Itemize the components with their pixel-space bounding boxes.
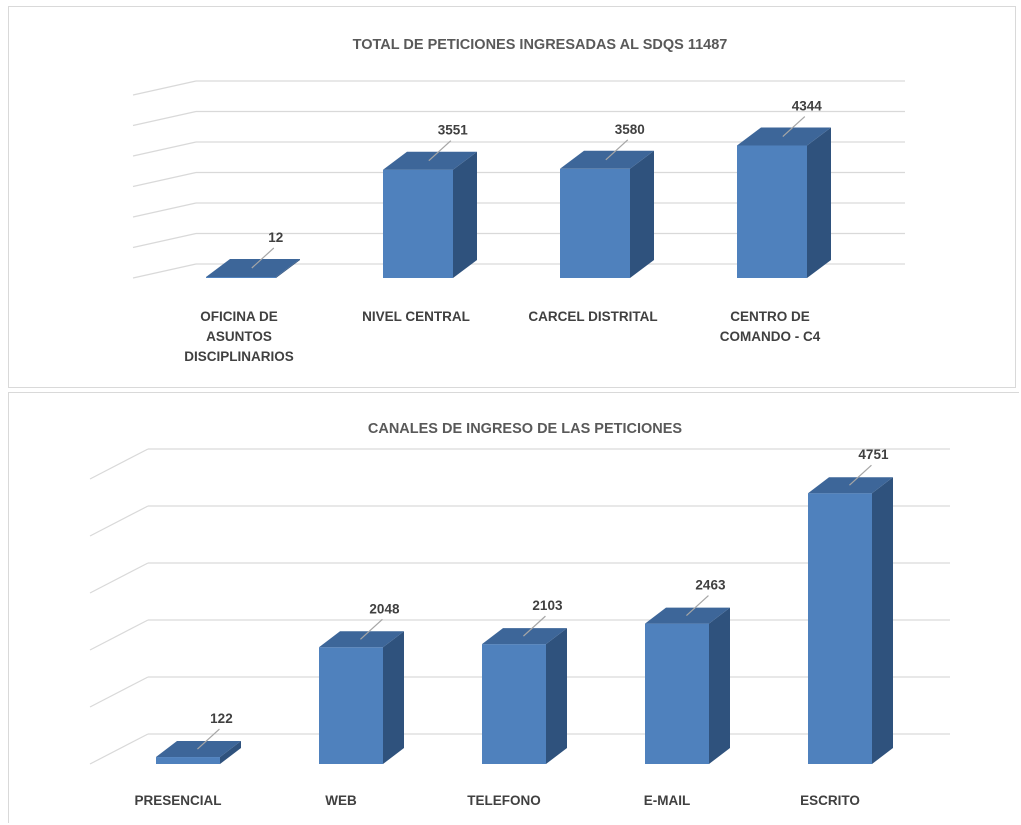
gridline-side [132,80,197,96]
category-label-line: CARCEL DISTRITAL [528,309,657,324]
bar-top [482,628,567,645]
category-label-line: NIVEL CENTRAL [362,309,470,324]
chart-peticiones-total: 12 OFICINA DE ASUNTOS DISCIPLINARIOS 3551 NIV… [132,80,905,364]
category-label-line: E-MAIL [644,793,691,808]
bar-side [383,631,404,764]
bar-1: 12 [206,230,300,278]
gridline-side [89,505,149,537]
bar-front [737,145,807,278]
bar-front [383,169,453,278]
category-label: ESCRITO [800,793,860,808]
gridline-side [132,263,197,279]
category-label: TELEFONO [467,793,541,808]
leader-line [686,595,709,617]
category-label-line: OFICINA DE [200,309,278,324]
bar-top [808,477,893,494]
bar-3: 3580 [560,122,654,278]
gridline-side [89,448,149,480]
bar-side [220,741,241,764]
bar-front [482,644,546,764]
bar-3: 2103 [482,598,567,764]
data-label: 4751 [858,447,889,462]
category-label-line: COMANDO - C4 [720,329,821,344]
leader-line [197,728,220,750]
category-label: PRESENCIAL [134,793,221,808]
bar-top [319,631,404,648]
category-label-line: WEB [325,793,357,808]
bar-1: 122 [156,711,241,764]
category-label: NIVEL CENTRAL [362,309,470,324]
chart-canales-ingreso: 122 PRESENCIAL 2048 WEB 2103 TELEFONO 2463 E-MA… [89,447,950,808]
leader-line [605,139,629,161]
bar-2: 3551 [383,123,477,278]
bar-5: 4751 [808,447,893,764]
leader-line [523,615,546,637]
bar-side [807,127,831,279]
category-label-line: CENTRO DE [730,309,810,324]
gridline-side [89,676,149,708]
bar-top [156,741,241,758]
chart-title-peticiones-total: TOTAL DE PETICIONES INGRESADAS AL SDQS 1… [353,37,728,53]
data-label: 12 [268,230,283,245]
leader-line [251,247,275,269]
leader-line [849,464,872,486]
bar-top [383,151,477,170]
bar-side [276,259,300,278]
bar-front [645,623,709,764]
chart-title-canales-ingreso: CANALES DE INGRESO DE LAS PETICIONES [368,421,683,437]
bar-front [319,647,383,764]
data-label: 2103 [532,598,563,613]
bar-top [645,607,730,624]
category-label-line: PRESENCIAL [134,793,221,808]
category-label: WEB [325,793,357,808]
bar-front [206,277,276,278]
bar-front [808,493,872,764]
bar-4: 2463 [645,578,730,764]
bar-top [206,259,300,277]
gridline-side [132,141,197,157]
bar-side [453,151,477,278]
leader-line [782,116,806,137]
category-label: E-MAIL [644,793,691,808]
leader-line [428,140,452,162]
data-label: 4344 [792,99,823,114]
gridline-side [132,232,197,249]
gridline-side [132,202,197,218]
bar-side [709,607,730,764]
bar-4: 4344 [737,99,831,279]
category-label: CARCEL DISTRITAL [528,309,657,324]
category-label: CENTRO DE COMANDO - C4 [720,309,821,344]
bar-2: 2048 [319,601,404,764]
data-label: 2463 [695,578,726,593]
category-label: OFICINA DE ASUNTOS DISCIPLINARIOS [184,309,294,364]
bar-top [560,150,654,169]
gridline-side [132,171,197,188]
gridline-side [132,110,197,127]
category-label-line: ESCRITO [800,793,860,808]
bar-side [872,477,893,764]
bar-top [737,127,831,146]
data-label: 122 [210,711,233,726]
chart-panel-peticiones-total [8,6,1016,388]
gridline-side [89,733,149,765]
data-label: 3580 [615,122,645,137]
gridline-side [89,562,149,594]
bar-side [630,150,654,278]
category-label-line: DISCIPLINARIOS [184,349,294,364]
category-label-line: ASUNTOS [206,329,272,344]
bar-front [156,757,220,764]
bar-side [546,628,567,764]
bar-front [560,168,630,278]
gridline-side [89,619,149,651]
leader-line [360,618,383,640]
data-label: 2048 [369,601,400,616]
category-label-line: TELEFONO [467,793,541,808]
data-label: 3551 [438,123,469,138]
